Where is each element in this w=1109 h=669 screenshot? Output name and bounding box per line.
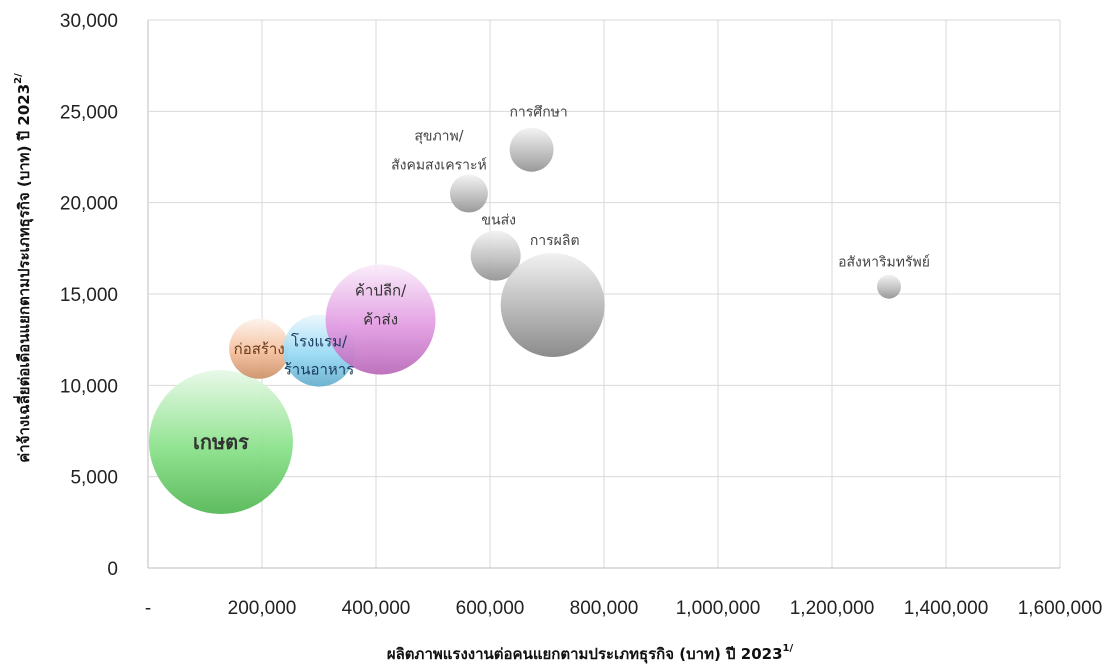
bubble-label: สุขภาพ/: [414, 129, 463, 145]
y-axis-title-sup: 2/: [13, 73, 24, 84]
y-tick-label: 15,000: [60, 285, 118, 306]
bubble-label: ร้านอาหาร: [284, 361, 355, 379]
bubble: [449, 174, 488, 213]
bubble: [509, 127, 554, 172]
y-tick-label: 10,000: [60, 376, 118, 397]
bubble-label: ค้าส่ง: [363, 311, 398, 329]
bubble-labels: เกษตร ก่อสร้าง โรงแรม/ร้านอาหาร ค้าปลีก/ค้า…: [193, 105, 930, 454]
y-tick-label: 30,000: [60, 11, 118, 32]
y-axis-ticks: 0 5,000 10,000 15,000 20,000 25,000 30,000: [60, 11, 118, 580]
bubble-label: ขนส่ง: [481, 213, 516, 229]
x-tick-label: 600,000: [456, 598, 525, 619]
bubble: [325, 264, 436, 375]
x-axis-title-sup: 1/: [783, 643, 794, 654]
bubble-label: การศึกษา: [509, 105, 567, 121]
y-tick-label: 25,000: [60, 102, 118, 123]
x-axis-title: ผลิตภาพแรงงานต่อคนแยกตามประเภทธุรกิจ (บา…: [387, 643, 794, 664]
bubble-label: โรงแรม/: [291, 333, 348, 351]
bubble-label: ค้าปลีก/: [355, 282, 407, 300]
bubble: [877, 274, 901, 299]
bubble: [470, 230, 521, 281]
bubble-label: การผลิต: [530, 233, 580, 249]
y-axis-title: ค่าจ้างเฉลี่ยต่อเดือนแยกตามประเภทธุรกิจ …: [13, 73, 34, 463]
bubble: [148, 369, 293, 514]
bubble-label: อสังหาริมทรัพย์: [838, 254, 930, 271]
y-tick-label: 0: [107, 559, 118, 580]
x-tick-label: 1,400,000: [904, 598, 989, 619]
x-tick-label: 400,000: [342, 598, 411, 619]
x-tick-label: 800,000: [570, 598, 639, 619]
bubble: [229, 318, 290, 379]
bubble-label: เกษตร: [193, 430, 249, 454]
grid-lines: [147, 19, 1061, 569]
x-axis-title-text: ผลิตภาพแรงงานต่อคนแยกตามประเภทธุรกิจ (บา…: [387, 645, 783, 664]
x-tick-label: -: [145, 598, 151, 619]
x-tick-label: 1,200,000: [790, 598, 875, 619]
x-tick-label: 1,000,000: [676, 598, 761, 619]
y-tick-label: 20,000: [60, 194, 118, 215]
bubble: [500, 252, 605, 357]
y-tick-label: 5,000: [70, 468, 118, 489]
bubble-label: ก่อสร้าง: [234, 340, 285, 358]
bubble-label: สังคมสงเคราะห์: [391, 157, 487, 174]
x-tick-label: 200,000: [228, 598, 297, 619]
bubbles: [148, 127, 901, 514]
x-axis-ticks: - 200,000 400,000 600,000 800,000 1,000,000 1,…: [145, 598, 1102, 619]
x-tick-label: 1,600,000: [1018, 598, 1103, 619]
y-axis-title-text: ค่าจ้างเฉลี่ยต่อเดือนแยกตามประเภทธุรกิจ …: [13, 84, 34, 463]
